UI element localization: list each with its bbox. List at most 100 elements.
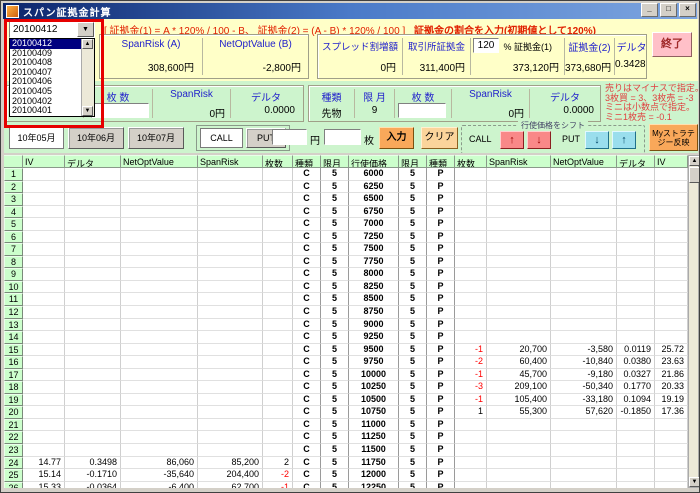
- cell-psr[interactable]: [487, 318, 551, 332]
- cell-psr[interactable]: [487, 469, 551, 482]
- dropdown-scrollbar[interactable]: ▲ ▼: [81, 39, 94, 116]
- cell-qty[interactable]: [263, 356, 293, 369]
- cell-pqty[interactable]: [455, 193, 487, 206]
- cell-psr[interactable]: 45,700: [487, 368, 551, 382]
- cell-pm[interactable]: 5: [399, 431, 427, 445]
- cell-pm[interactable]: 5: [399, 406, 427, 419]
- cell-psr[interactable]: [487, 168, 551, 181]
- cell-ct[interactable]: C: [293, 243, 321, 256]
- cell-pdelta[interactable]: [617, 218, 655, 231]
- cell-strike[interactable]: 10500: [349, 393, 399, 407]
- cell-pqty[interactable]: 1: [455, 406, 487, 419]
- cell-pt[interactable]: P: [427, 168, 455, 181]
- cell-delta[interactable]: [65, 268, 121, 281]
- cell-pdelta[interactable]: 0.0327: [617, 368, 655, 382]
- cell-pt[interactable]: P: [427, 393, 455, 407]
- cell-pnov[interactable]: [551, 280, 617, 294]
- cell-qty[interactable]: [263, 431, 293, 445]
- cell-sr[interactable]: [198, 255, 263, 269]
- cell-nov[interactable]: [121, 306, 198, 319]
- cell-pqty[interactable]: -1: [455, 343, 487, 357]
- cell-pdelta[interactable]: [617, 243, 655, 256]
- cell-pnov[interactable]: -10,840: [551, 356, 617, 369]
- cell-iv[interactable]: [23, 368, 65, 382]
- call-shift-up-button[interactable]: ↑: [500, 131, 524, 149]
- cell-pm[interactable]: 5: [399, 268, 427, 281]
- grid-vertical-scrollbar[interactable]: ▲ ▼: [688, 155, 699, 488]
- cell-cm[interactable]: 5: [321, 393, 349, 407]
- cell-psr[interactable]: 105,400: [487, 393, 551, 407]
- cell-iv[interactable]: [23, 306, 65, 319]
- cell-pnov[interactable]: [551, 230, 617, 244]
- cell-iv[interactable]: [23, 168, 65, 181]
- cell-delta[interactable]: [65, 318, 121, 332]
- cell-strike[interactable]: 7500: [349, 243, 399, 256]
- cell-delta[interactable]: [65, 205, 121, 219]
- cell-piv[interactable]: [655, 306, 688, 319]
- cell-pqty[interactable]: -1: [455, 393, 487, 407]
- cell-cm[interactable]: 5: [321, 444, 349, 457]
- cell-psr[interactable]: [487, 293, 551, 307]
- cell-iv[interactable]: [23, 293, 65, 307]
- cell-iv[interactable]: [23, 356, 65, 369]
- cell-iv[interactable]: [23, 406, 65, 419]
- cell-piv[interactable]: [655, 205, 688, 219]
- cell-sr[interactable]: [198, 193, 263, 206]
- cell-pt[interactable]: P: [427, 469, 455, 482]
- cell-nov[interactable]: [121, 243, 198, 256]
- cell-strike[interactable]: 10000: [349, 368, 399, 382]
- cell-strike[interactable]: 6000: [349, 168, 399, 181]
- cell-strike[interactable]: 6750: [349, 205, 399, 219]
- cell-ct[interactable]: C: [293, 331, 321, 344]
- cell-pm[interactable]: 5: [399, 193, 427, 206]
- cell-sr[interactable]: [198, 243, 263, 256]
- dropdown-scroll-up-icon[interactable]: ▲: [82, 39, 93, 49]
- cell-piv[interactable]: 23.63: [655, 356, 688, 369]
- cell-pdelta[interactable]: [617, 168, 655, 181]
- cell-pnov[interactable]: [551, 205, 617, 219]
- cell-psr[interactable]: [487, 218, 551, 231]
- cell-iv[interactable]: [23, 418, 65, 432]
- cell-pnov[interactable]: -33,180: [551, 393, 617, 407]
- cell-pm[interactable]: 5: [399, 343, 427, 357]
- cell-nov[interactable]: [121, 406, 198, 419]
- cell-sr[interactable]: [198, 318, 263, 332]
- maximize-button[interactable]: □: [660, 3, 677, 17]
- cell-sr[interactable]: [198, 293, 263, 307]
- cell-cm[interactable]: 5: [321, 368, 349, 382]
- cell-psr[interactable]: [487, 280, 551, 294]
- cell-sr[interactable]: [198, 418, 263, 432]
- cell-pm[interactable]: 5: [399, 180, 427, 194]
- month-button-1006[interactable]: 10年06月: [68, 127, 124, 149]
- cell-piv[interactable]: 21.86: [655, 368, 688, 382]
- cell-pqty[interactable]: -1: [455, 368, 487, 382]
- cell-iv[interactable]: [23, 230, 65, 244]
- cell-nov[interactable]: -6,400: [121, 481, 198, 488]
- cell-piv[interactable]: [655, 481, 688, 488]
- cell-pqty[interactable]: [455, 268, 487, 281]
- cell-nov[interactable]: [121, 255, 198, 269]
- cell-delta[interactable]: [65, 393, 121, 407]
- cell-ct[interactable]: C: [293, 368, 321, 382]
- cell-pm[interactable]: 5: [399, 444, 427, 457]
- cell-pdelta[interactable]: [617, 255, 655, 269]
- cell-piv[interactable]: 20.33: [655, 381, 688, 394]
- cell-piv[interactable]: [655, 418, 688, 432]
- cell-pnov[interactable]: -3,580: [551, 343, 617, 357]
- cell-qty[interactable]: [263, 343, 293, 357]
- cell-pdelta[interactable]: [617, 268, 655, 281]
- cell-pdelta[interactable]: [617, 331, 655, 344]
- cell-pt[interactable]: P: [427, 381, 455, 394]
- cell-psr[interactable]: [487, 331, 551, 344]
- cell-sr[interactable]: 204,400: [198, 469, 263, 482]
- cell-delta[interactable]: [65, 343, 121, 357]
- cell-pdelta[interactable]: [617, 230, 655, 244]
- cell-strike[interactable]: 9500: [349, 343, 399, 357]
- cell-strike[interactable]: 6500: [349, 193, 399, 206]
- cell-pt[interactable]: P: [427, 444, 455, 457]
- cell-nov[interactable]: [121, 293, 198, 307]
- cell-cm[interactable]: 5: [321, 180, 349, 194]
- cell-pdelta[interactable]: [617, 318, 655, 332]
- cell-strike[interactable]: 8500: [349, 293, 399, 307]
- cell-pm[interactable]: 5: [399, 456, 427, 470]
